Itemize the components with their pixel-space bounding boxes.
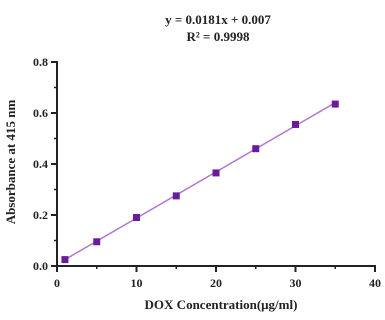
x-tick-label: 40: [369, 276, 381, 290]
y-axis-ticks: 0.0 0.2 0.4 0.6 0.8: [33, 55, 57, 273]
y-tick-label: 0.6: [33, 106, 48, 120]
data-point: [212, 169, 220, 177]
data-point: [93, 238, 101, 246]
y-tick-label: 0.4: [33, 157, 48, 171]
data-point: [331, 100, 339, 108]
x-tick-label: 20: [210, 276, 222, 290]
data-point: [133, 214, 140, 222]
x-axis-ticks: 0 10 20 30 40: [54, 266, 381, 290]
y-axis-title: Absorbance at 415 nm: [3, 100, 18, 225]
x-tick-label: 30: [290, 276, 302, 290]
data-point: [292, 120, 299, 128]
y-tick-label: 0.8: [33, 55, 48, 69]
x-tick-label: 10: [131, 276, 143, 290]
data-points: [61, 100, 339, 264]
fit-line: [64, 102, 336, 261]
x-axis-title: DOX Concentration(μg/ml): [145, 297, 298, 312]
data-point: [61, 256, 69, 264]
equation-annotation: y = 0.0181x + 0.007: [165, 12, 271, 27]
r-squared-annotation: R² = 0.9998: [187, 29, 250, 44]
data-point: [252, 145, 260, 153]
x-tick-label: 0: [54, 276, 60, 290]
y-tick-label: 0.0: [33, 259, 48, 273]
y-tick-label: 0.2: [33, 208, 48, 222]
data-point: [172, 192, 180, 200]
